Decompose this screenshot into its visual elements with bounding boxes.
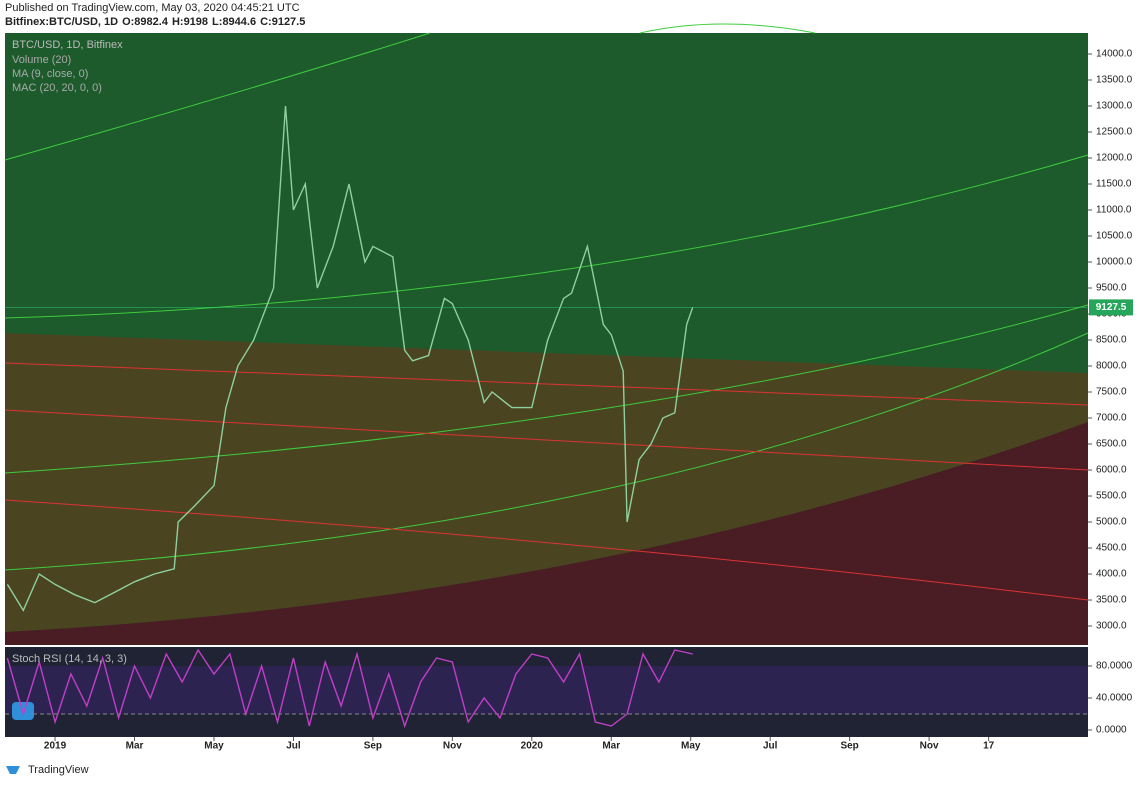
y-tick-label: 7000.0 bbox=[1096, 413, 1127, 424]
pane-title: Stoch RSI (14, 14, 3, 3) bbox=[12, 653, 127, 665]
publish-info: Published on TradingView.com, May 03, 20… bbox=[5, 2, 300, 14]
y-tick-label: 10500.0 bbox=[1096, 231, 1133, 242]
zone-olive bbox=[5, 333, 1088, 632]
y-tick-label: 4500.0 bbox=[1096, 543, 1127, 554]
x-tick-label: May bbox=[204, 741, 224, 752]
arc bbox=[4, 332, 1089, 571]
y-tick-label: 14000.0 bbox=[1096, 49, 1133, 60]
arc bbox=[4, 154, 1089, 319]
x-tick-label: 2019 bbox=[44, 741, 67, 752]
x-tick-label: 17 bbox=[983, 741, 995, 752]
x-tick-label: 2020 bbox=[521, 741, 544, 752]
x-tick-label: Mar bbox=[126, 741, 144, 752]
y-tick-label: 5500.0 bbox=[1096, 491, 1127, 502]
x-tick-label: Nov bbox=[443, 741, 462, 752]
y-tick-label: 5000.0 bbox=[1096, 517, 1127, 528]
price-axis bbox=[1088, 33, 1139, 737]
y-tick-label: 11000.0 bbox=[1096, 205, 1132, 216]
y-tick-label: 12500.0 bbox=[1096, 127, 1133, 138]
ohlc-value: 8982.4 bbox=[134, 16, 169, 28]
y-tick-label: 4000.0 bbox=[1096, 569, 1127, 580]
x-tick-label: Mar bbox=[602, 741, 620, 752]
y-tick-label: 80.0000 bbox=[1096, 661, 1133, 672]
y-tick-label: 8000.0 bbox=[1096, 361, 1127, 372]
y-tick-label: 12000.0 bbox=[1096, 153, 1133, 164]
brand: TradingView bbox=[28, 764, 89, 776]
ohlc-label: H: bbox=[172, 16, 184, 28]
arcs bbox=[4, 23, 1089, 571]
y-tick-label: 6500.0 bbox=[1096, 439, 1127, 450]
x-tick-label: Jul bbox=[763, 741, 778, 752]
y-tick-label: 3000.0 bbox=[1096, 621, 1127, 632]
y-tick-label: 40.0000 bbox=[1096, 693, 1133, 704]
x-tick-label: Sep bbox=[364, 741, 382, 752]
pane-title: BTC/USD, 1D, Bitfinex bbox=[12, 39, 123, 51]
y-tick-label: 0.0000 bbox=[1096, 725, 1127, 736]
y-tick-label: 3500.0 bbox=[1096, 595, 1127, 606]
fan-line bbox=[4, 362, 1089, 406]
indicator-label: MA (9, close, 0) bbox=[12, 68, 88, 80]
arc bbox=[4, 32, 431, 161]
ohlc-value: 8944.6 bbox=[222, 16, 256, 28]
y-tick-label: 9500.0 bbox=[1096, 283, 1127, 294]
fan-line bbox=[4, 409, 1089, 471]
indicator-label: Volume (20) bbox=[12, 54, 71, 66]
ohlc-label: O: bbox=[122, 16, 134, 28]
y-tick-label: 6000.0 bbox=[1096, 465, 1127, 476]
x-tick-label: Sep bbox=[840, 741, 858, 752]
price-line bbox=[6, 648, 693, 729]
ohlc-label: L: bbox=[212, 16, 222, 28]
y-tick-label: 13500.0 bbox=[1096, 75, 1133, 86]
symbol: Bitfinex:BTC/USD, 1D bbox=[5, 16, 118, 28]
ohlc-label: C: bbox=[260, 16, 272, 28]
brand-logo bbox=[6, 766, 20, 774]
ohlc-value: 9198 bbox=[184, 16, 208, 28]
fan-line bbox=[4, 499, 1089, 601]
indicator-label: MAC (20, 20, 0, 0) bbox=[12, 82, 102, 94]
x-tick-label: May bbox=[681, 741, 701, 752]
arc bbox=[639, 23, 816, 34]
last-price-badge bbox=[1089, 299, 1133, 316]
y-tick-label: 7500.0 bbox=[1096, 387, 1127, 398]
arc bbox=[4, 304, 1089, 474]
x-tick-label: Jul bbox=[286, 741, 301, 752]
y-tick-label: 8500.0 bbox=[1096, 335, 1127, 346]
price-line bbox=[6, 105, 694, 612]
x-tick-label: Nov bbox=[920, 741, 939, 752]
y-tick-label: 11500.0 bbox=[1096, 179, 1132, 190]
y-tick-label: 13000.0 bbox=[1096, 101, 1133, 112]
zone-red bbox=[5, 422, 1088, 645]
y-tick-label: 10000.0 bbox=[1096, 257, 1133, 268]
fan-lines bbox=[4, 362, 1089, 601]
ohlc-value: 9127.5 bbox=[272, 16, 306, 28]
last-price-label: 9127.5 bbox=[1096, 302, 1127, 313]
symbol-line: Bitfinex:BTC/USD, 1D O:8982.4 H:9198 L:8944… bbox=[5, 16, 305, 28]
stoch-band bbox=[5, 666, 1088, 714]
